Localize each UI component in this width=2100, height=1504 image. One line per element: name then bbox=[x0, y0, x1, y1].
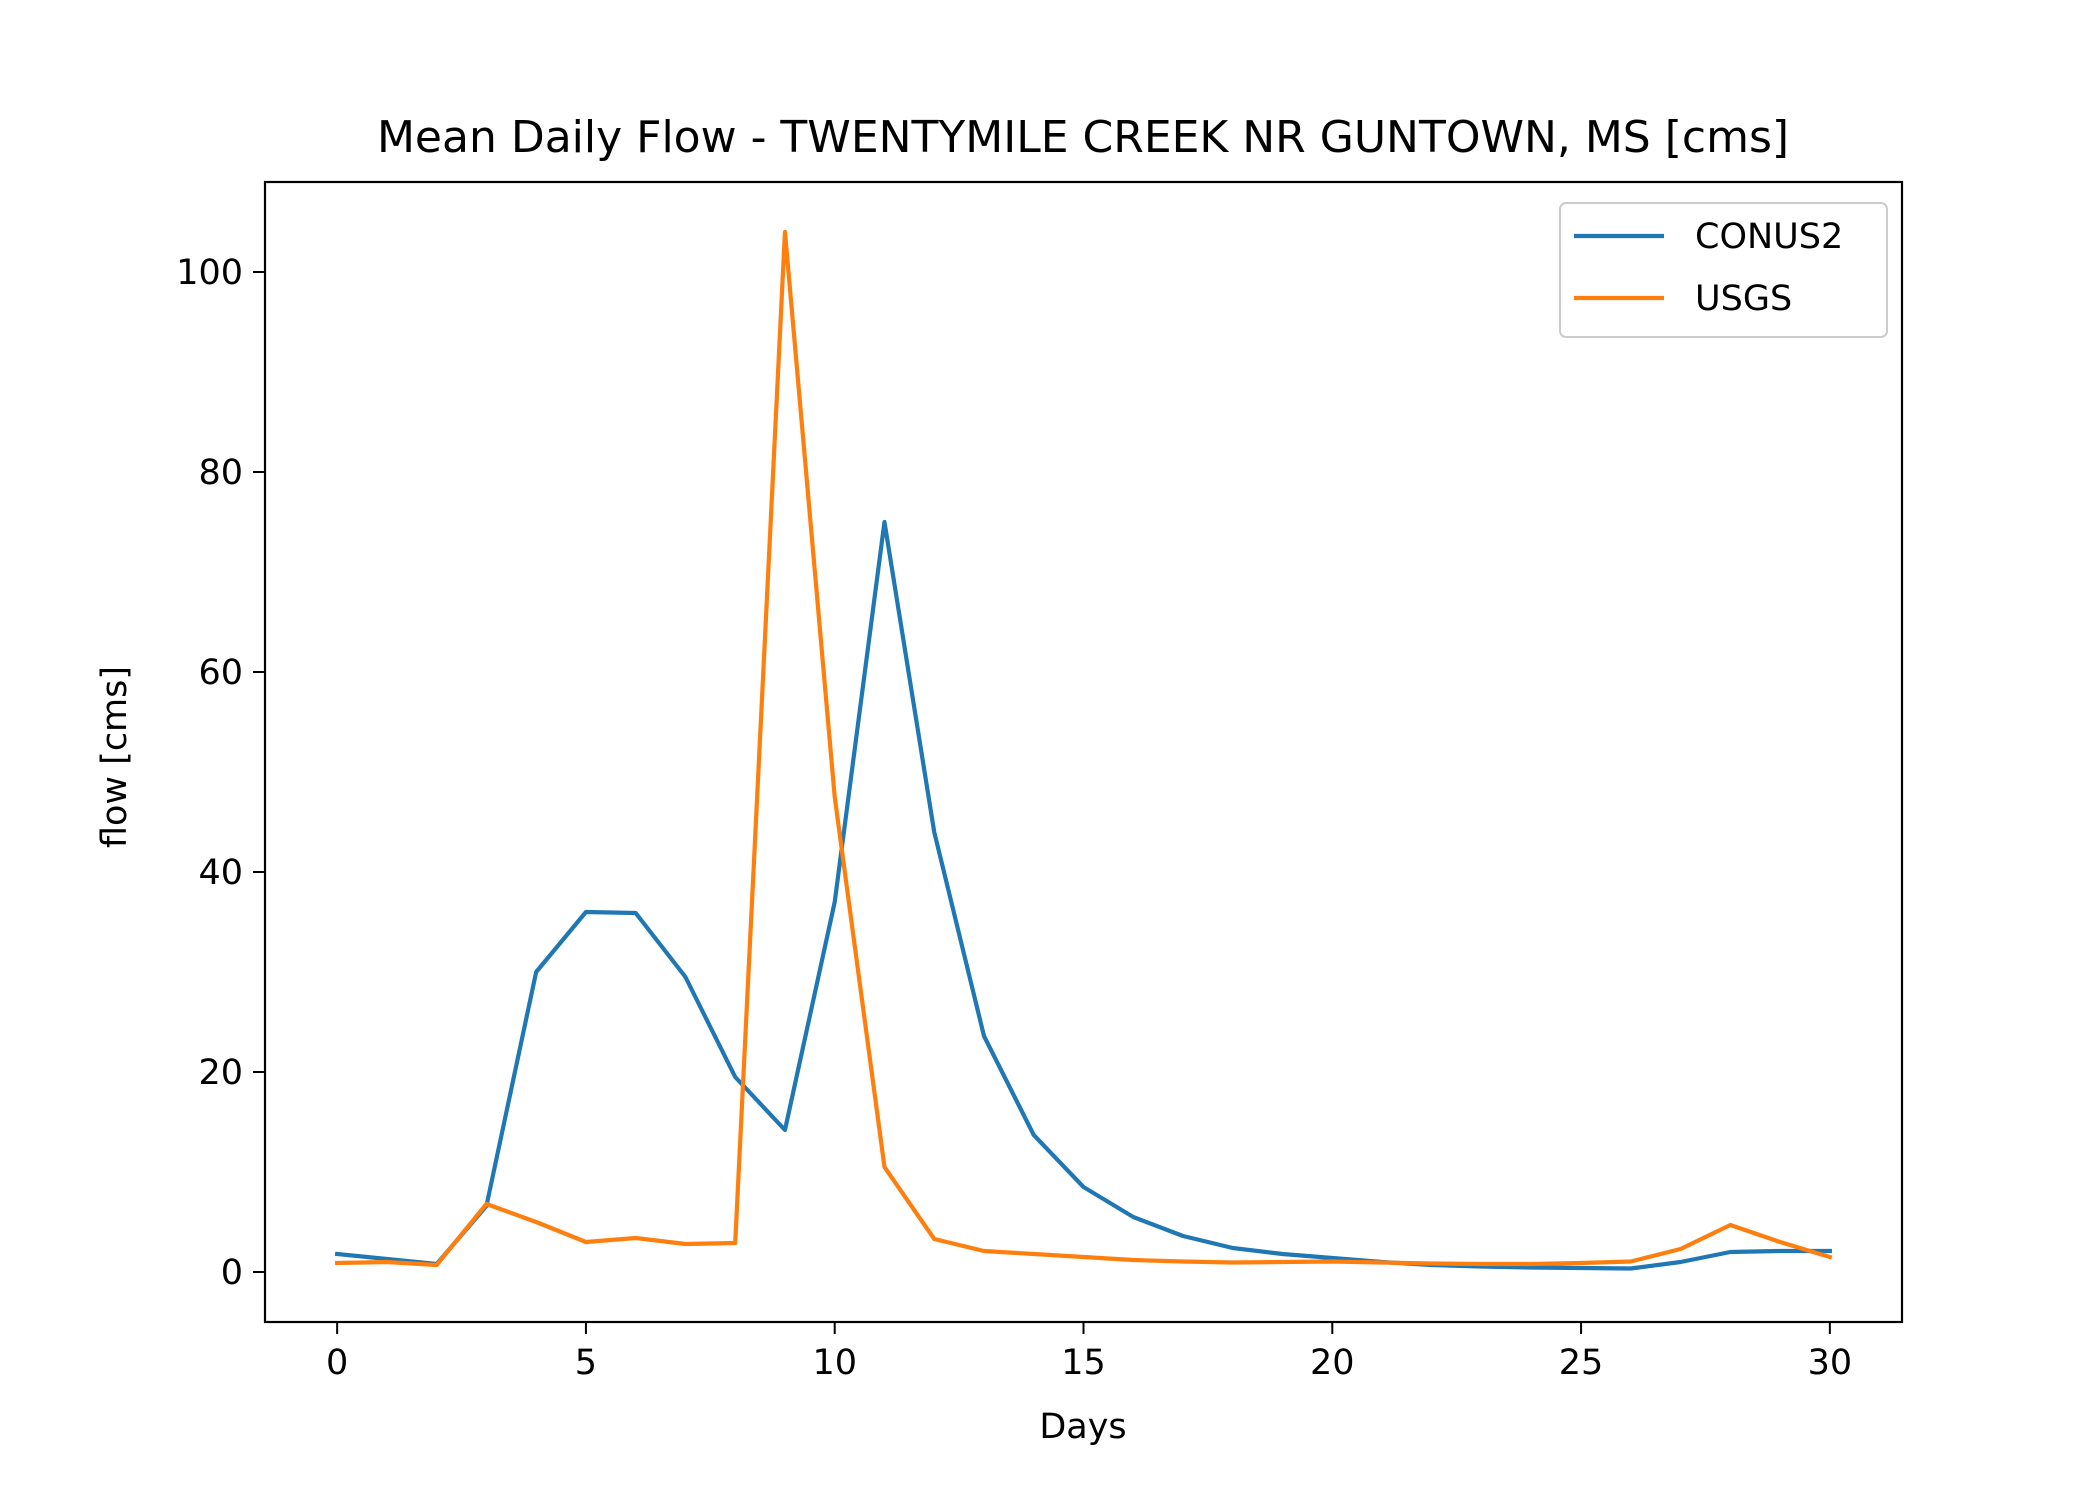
x-axis-label: Days bbox=[1039, 1407, 1126, 1447]
legend-label-conus2: CONUS2 bbox=[1695, 217, 1843, 257]
y-tick-label: 80 bbox=[198, 453, 243, 493]
x-tick-label: 5 bbox=[575, 1343, 597, 1383]
x-tick-label: 15 bbox=[1061, 1343, 1106, 1383]
chart-title: Mean Daily Flow - TWENTYMILE CREEK NR GU… bbox=[377, 112, 1789, 163]
x-tick-label: 25 bbox=[1559, 1343, 1604, 1383]
legend: CONUS2 USGS bbox=[1559, 202, 1888, 338]
y-tick-label: 0 bbox=[221, 1253, 243, 1293]
series-line-conus2 bbox=[334, 519, 1832, 1271]
plot-area: 0 5 10 15 20 25 30 0 20 40 60 80 100 CONUS2 USGS bbox=[176, 180, 1904, 1383]
y-tick-label: 60 bbox=[198, 653, 243, 693]
x-tick-label: 10 bbox=[812, 1343, 857, 1383]
y-axis-label: flow [cms] bbox=[95, 666, 135, 848]
x-tick-label: 20 bbox=[1310, 1343, 1355, 1383]
y-tick-label: 20 bbox=[198, 1053, 243, 1093]
y-tick-label: 100 bbox=[176, 253, 243, 293]
series-line-usgs bbox=[335, 229, 1833, 1268]
legend-label-usgs: USGS bbox=[1695, 279, 1792, 319]
y-tick-label: 40 bbox=[198, 853, 243, 893]
plot-frame bbox=[263, 180, 1904, 1324]
x-tick-label: 0 bbox=[326, 1343, 348, 1383]
x-tick-label: 30 bbox=[1808, 1343, 1853, 1383]
